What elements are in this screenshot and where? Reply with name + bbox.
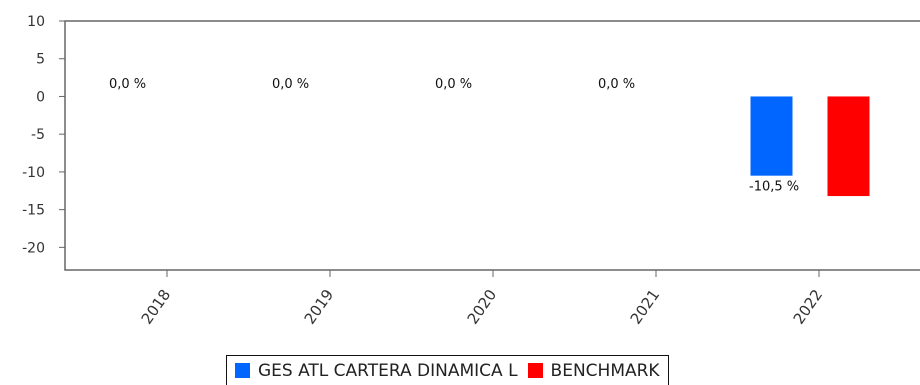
- legend-label-series-1: GES ATL CARTERA DINAMICA L: [258, 360, 518, 381]
- y-tick-label: 5: [36, 52, 45, 68]
- data-label: 0,0 %: [109, 77, 146, 92]
- data-label: 0,0 %: [435, 77, 472, 92]
- data-label: -10,5 %: [749, 180, 799, 195]
- x-axis: 2018 2019 2020 2021 2022: [138, 270, 827, 328]
- x-tick-label: 2020: [464, 286, 501, 328]
- y-tick-label: 10: [27, 14, 45, 30]
- y-tick-label: -10: [22, 165, 45, 181]
- bar-ges-atl-cartera-dinamica-l-2022[interactable]: [750, 96, 793, 176]
- legend-item-series-2[interactable]: BENCHMARK: [527, 360, 660, 381]
- legend-swatch-series-2: [527, 363, 543, 378]
- y-tick-label: 0: [36, 89, 45, 105]
- bar-chart: 10 5 0 -5 -10 -15 -20 2018 2019 2020 2021 2022 0,0…: [22, 14, 920, 328]
- y-tick-label: -5: [31, 127, 45, 143]
- y-tick-label: -20: [22, 240, 45, 256]
- bars: [750, 96, 870, 197]
- x-tick-label: 2018: [138, 286, 175, 328]
- data-label: 0,0 %: [272, 77, 309, 92]
- legend: GES ATL CARTERA DINAMICA L BENCHMARK: [226, 355, 669, 385]
- legend-swatch-series-1: [235, 363, 250, 378]
- x-tick-label: 2021: [627, 286, 664, 328]
- x-tick-label: 2019: [301, 286, 338, 328]
- legend-label-series-2: BENCHMARK: [550, 360, 660, 381]
- data-label: 0,0 %: [598, 77, 635, 92]
- y-axis: 10 5 0 -5 -10 -15 -20: [22, 14, 65, 256]
- x-tick-label: 2022: [790, 286, 827, 328]
- y-tick-label: -15: [22, 203, 45, 219]
- legend-item-series-1[interactable]: GES ATL CARTERA DINAMICA L: [235, 361, 518, 381]
- data-labels: 0,0 % 0,0 % 0,0 % 0,0 % -10,5 %: [109, 77, 799, 195]
- bar-benchmark-2022[interactable]: [827, 96, 870, 197]
